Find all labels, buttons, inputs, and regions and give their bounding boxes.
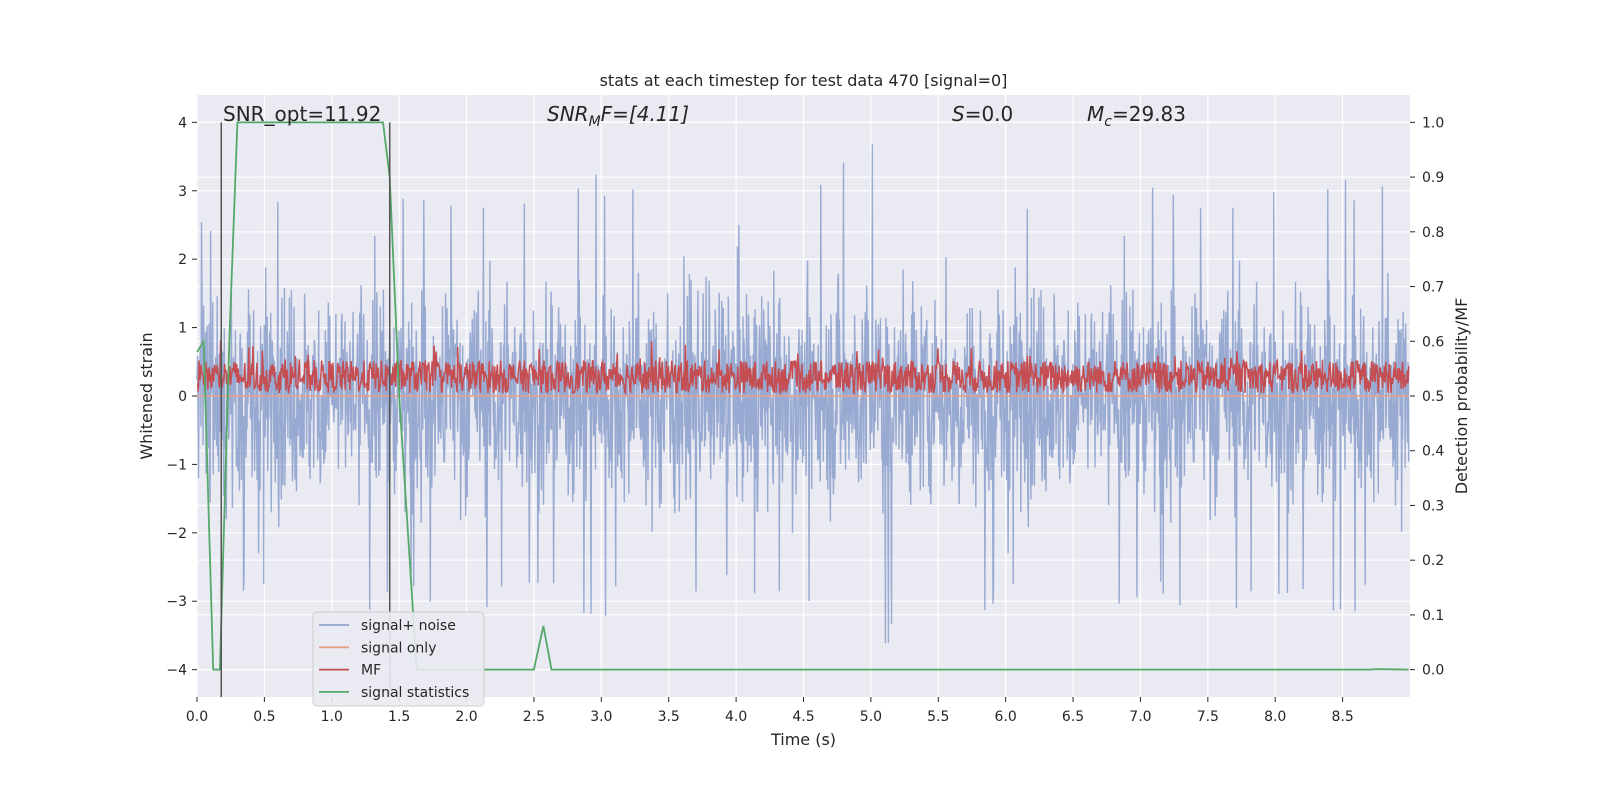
x-tick-label: 2.0 (455, 709, 477, 725)
x-tick-label: 3.0 (590, 709, 612, 725)
x-tick-label: 0.5 (253, 709, 275, 725)
snr-mf-sub: M (589, 114, 601, 130)
y-tick-label: −3 (166, 594, 187, 610)
y-tick-label: 3 (178, 184, 187, 200)
y-axis-label: Whitened strain (137, 332, 156, 459)
y2-tick-label: 0.3 (1422, 498, 1444, 514)
legend-item-mf: MF (361, 663, 381, 679)
x-tick-label: 7.0 (1129, 709, 1151, 725)
y-tick-label: 4 (178, 115, 187, 131)
annotation-snr-mf: SNRMF=[4.11] (547, 102, 689, 130)
s-symbol: S (952, 102, 965, 126)
mc-value: =29.83 (1112, 102, 1186, 126)
x-axis-label: Time (s) (770, 730, 836, 749)
chart-title: stats at each timestep for test data 470… (600, 71, 1008, 90)
x-tick-label: 7.5 (1197, 709, 1219, 725)
y-tick-label: −2 (166, 526, 187, 542)
x-tick-label: 3.5 (658, 709, 680, 725)
y2-tick-label: 0.5 (1422, 389, 1444, 405)
y-tick-label: −1 (166, 457, 187, 473)
x-tick-label: 6.0 (995, 709, 1017, 725)
annotation-s: S=0.0 (952, 102, 1013, 126)
noise-series (196, 144, 1410, 644)
snr-mf-base: SNR (547, 102, 589, 126)
y2-tick-label: 0.4 (1422, 444, 1444, 460)
x-tick-label: 6.5 (1062, 709, 1084, 725)
noise-line (196, 144, 1410, 644)
mc-symbol: M (1087, 102, 1104, 126)
y-tick-label: 0 (178, 389, 187, 405)
mc-sub: c (1104, 114, 1112, 130)
x-tick-label: 8.5 (1331, 709, 1353, 725)
x-tick-label: 5.0 (860, 709, 882, 725)
y2-tick-label: 0.7 (1422, 280, 1444, 296)
legend-item-signal-only: signal only (361, 640, 436, 656)
axes: 0.0 0.5 1.0 1.5 2.0 2.5 3.0 3.5 4.0 4.5 5.0 5.5 6.0 6… (166, 115, 1444, 725)
annotation-mc: Mc=29.83 (1087, 102, 1186, 130)
y2-axis-label: Detection probability/MF (1452, 298, 1471, 495)
legend: signal+ noise signal only MF signal statist… (312, 611, 485, 707)
y2-tick-label: 0.0 (1422, 663, 1444, 679)
x-tick-label: 1.5 (388, 709, 410, 725)
x-tick-label: 0.0 (186, 709, 208, 725)
snr-mf-f: F=[4.11] (601, 102, 689, 126)
s-value: =0.0 (965, 102, 1014, 126)
x-tick-label: 5.5 (927, 709, 949, 725)
legend-item-noise: signal+ noise (361, 618, 456, 634)
y2-tick-label: 0.9 (1422, 170, 1444, 186)
line-series (196, 121, 1410, 697)
y2-tick-label: 1.0 (1422, 115, 1444, 131)
y2-tick-label: 0.6 (1422, 334, 1444, 350)
y-tick-label: 2 (178, 252, 187, 268)
x-tick-label: 2.5 (523, 709, 545, 725)
x-tick-label: 4.0 (725, 709, 747, 725)
x-tick-label: 8.0 (1264, 709, 1286, 725)
y2-tick-label: 0.8 (1422, 225, 1444, 241)
y-tick-label: −4 (166, 663, 187, 679)
x-tick-label: 1.0 (321, 709, 343, 725)
y2-tick-label: 0.1 (1422, 608, 1444, 624)
y-tick-label: 1 (178, 321, 187, 337)
annotation-snr-opt: SNR_opt=11.92 (223, 102, 381, 126)
signal-statistics-line (196, 121, 1409, 671)
x-tick-label: 4.5 (792, 709, 814, 725)
y2-tick-label: 0.2 (1422, 553, 1444, 569)
legend-box (312, 611, 485, 707)
legend-item-signal-statistics: signal statistics (361, 685, 469, 701)
